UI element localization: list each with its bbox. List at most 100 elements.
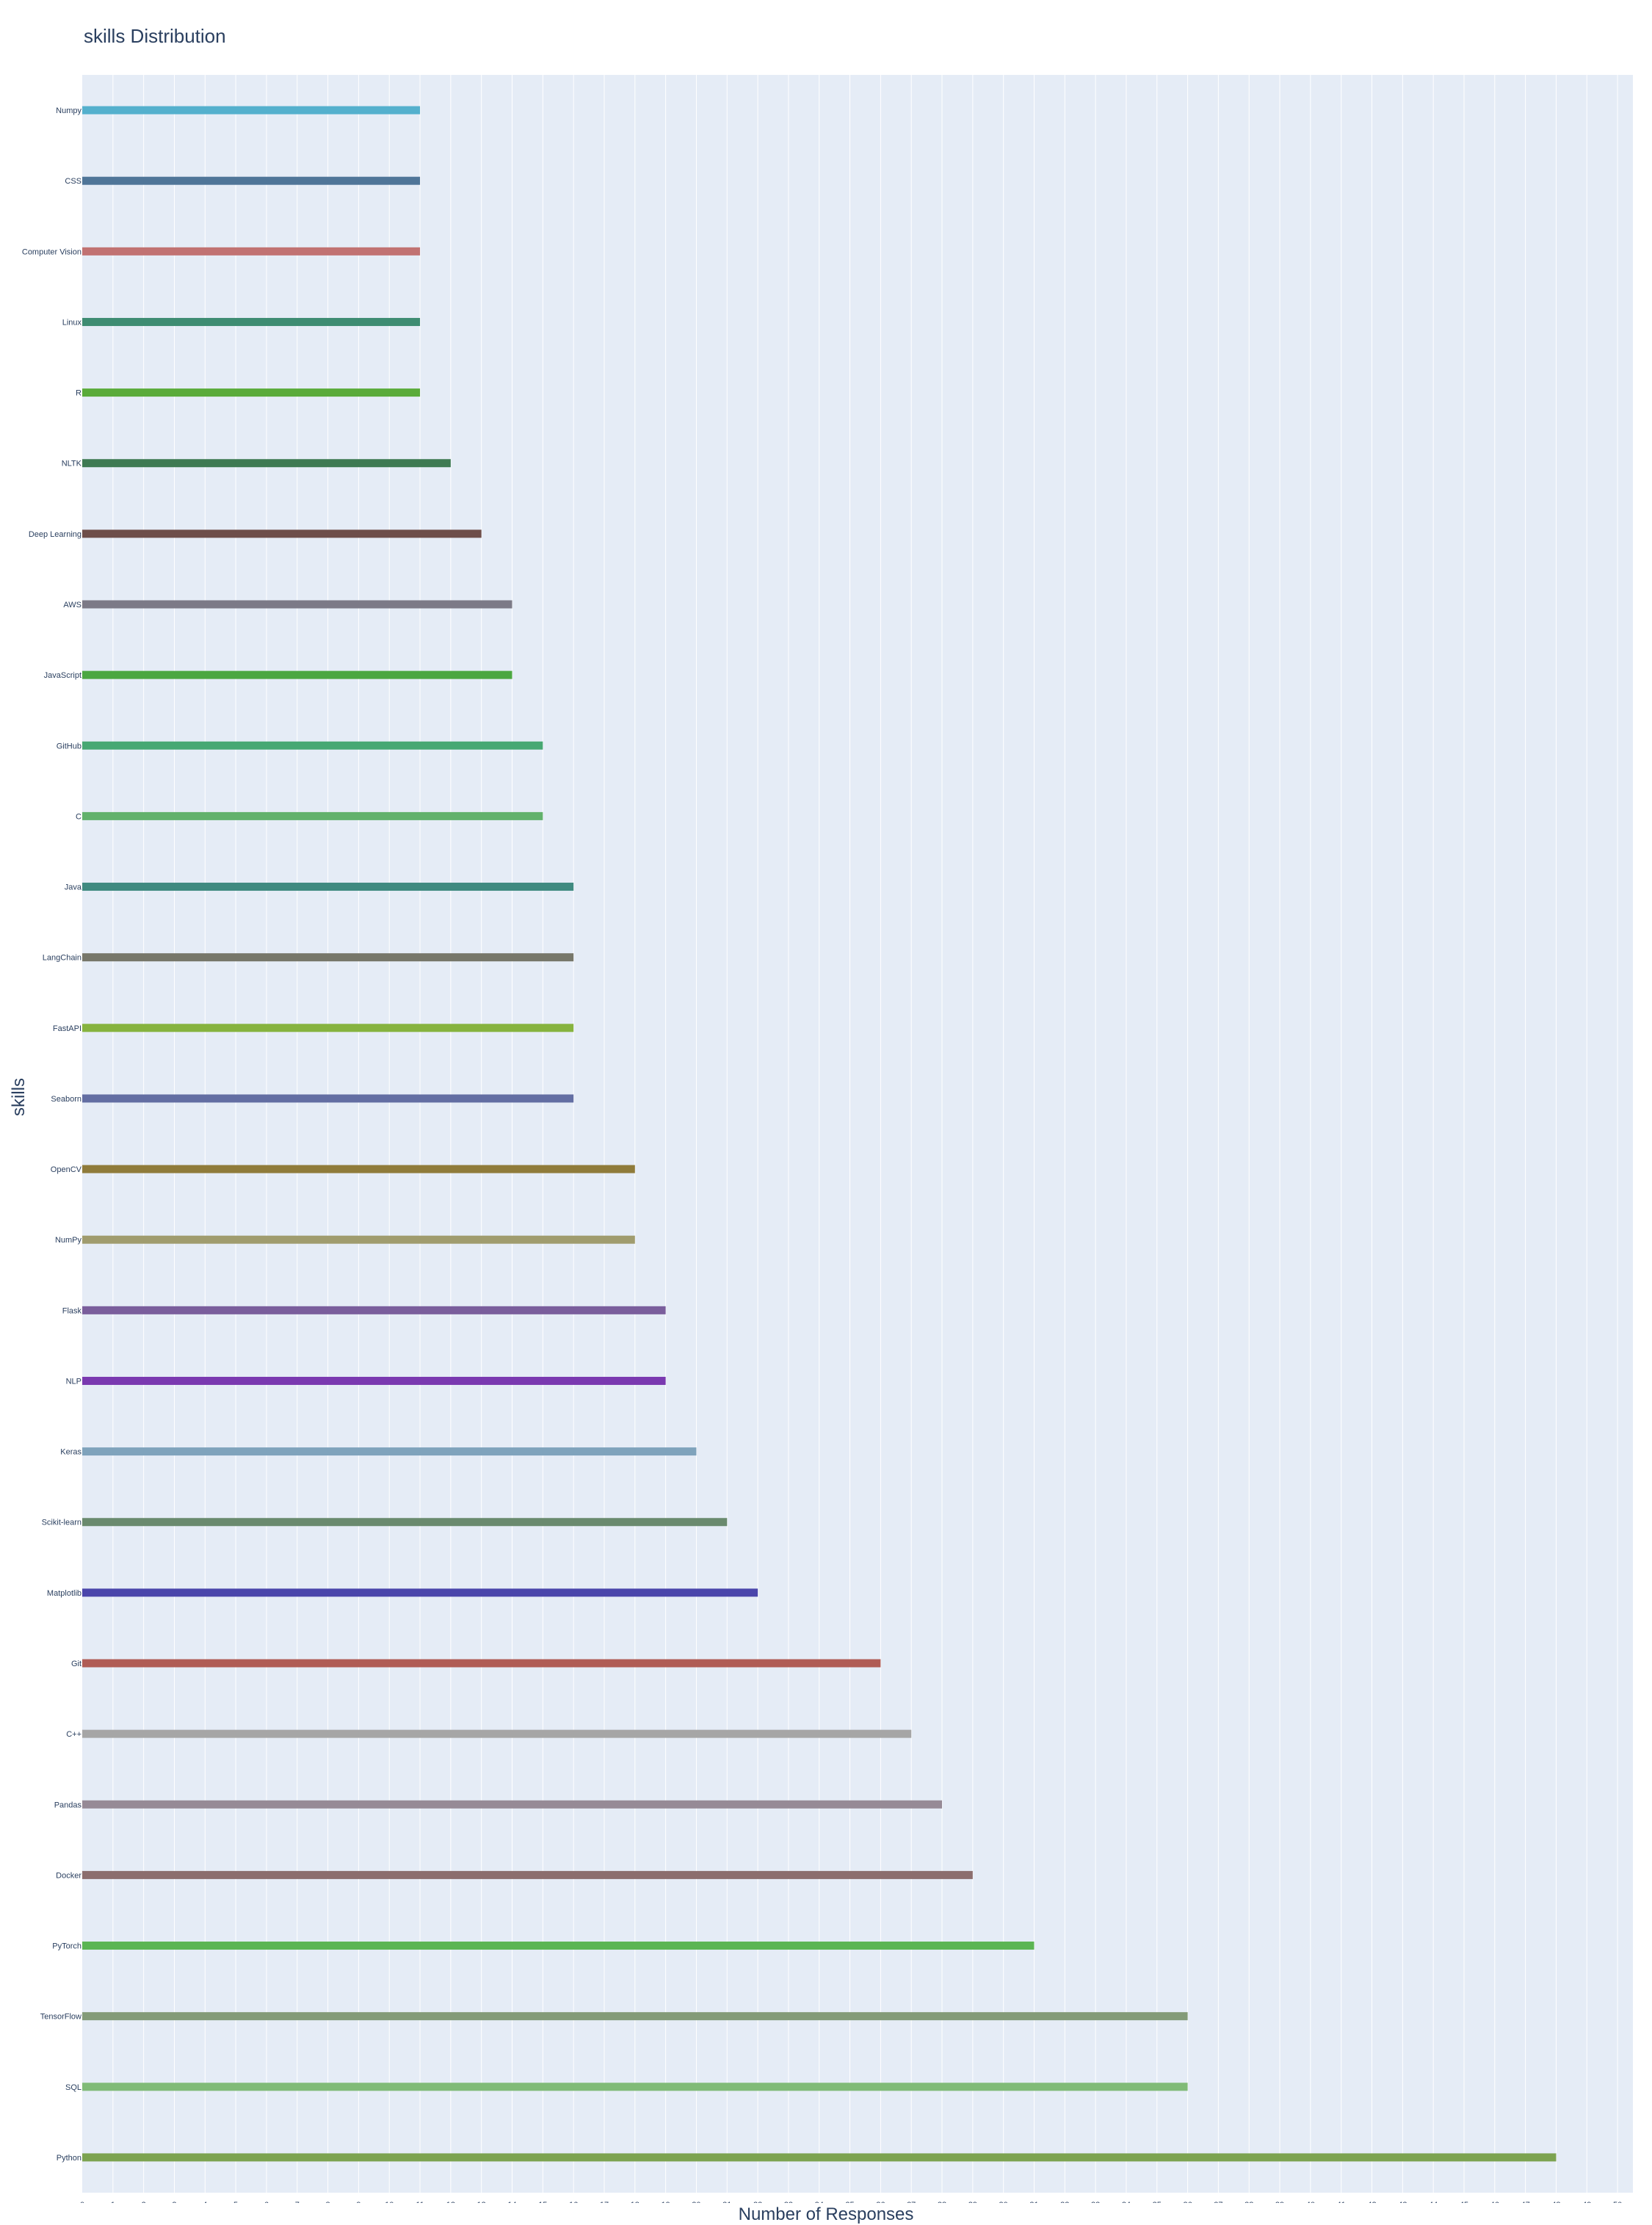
plot-background: [82, 75, 1633, 2193]
x-tick-label: 32: [1060, 2201, 1069, 2203]
y-tick-label: Deep Learning: [29, 530, 81, 539]
x-tick-label: 17: [600, 2201, 609, 2203]
bar[interactable]: [82, 106, 421, 115]
bar[interactable]: [82, 388, 421, 397]
y-axis-title: skills: [9, 1078, 29, 1116]
y-tick-label: NLTK: [62, 460, 82, 468]
bar[interactable]: [82, 2153, 1557, 2162]
bar[interactable]: [82, 529, 482, 538]
bar[interactable]: [82, 883, 574, 891]
bar[interactable]: [82, 2083, 1188, 2091]
grid-lines: [112, 75, 1618, 2193]
y-tick-label: Java: [65, 883, 82, 892]
bar[interactable]: [82, 459, 451, 468]
y-tick-label: Scikit-learn: [42, 1519, 81, 1527]
bar[interactable]: [82, 1518, 728, 1527]
y-tick-label: PyTorch: [52, 1942, 81, 1951]
x-tick-label: 50: [1613, 2201, 1622, 2203]
x-tick-label: 48: [1551, 2201, 1560, 2203]
y-tick-label: FastAPI: [53, 1024, 81, 1033]
x-tick-label: 14: [507, 2201, 516, 2203]
x-tick-label: 11: [416, 2201, 424, 2203]
x-tick-label: 39: [1275, 2201, 1284, 2203]
x-tick-label: 33: [1091, 2201, 1100, 2203]
y-tick-label: Docker: [56, 1871, 81, 1880]
bar[interactable]: [82, 953, 574, 962]
bar[interactable]: [82, 811, 543, 820]
y-tick-label: R: [76, 389, 81, 398]
x-tick-label: 34: [1122, 2201, 1131, 2203]
bar[interactable]: [82, 2012, 1188, 2021]
bar[interactable]: [82, 247, 421, 256]
x-tick-label: 7: [295, 2201, 300, 2203]
y-tick-label: Seaborn: [51, 1095, 81, 1104]
y-tick-labels: Numpy CSS Computer Vision Linux R NLTK Deep Le…: [22, 106, 82, 2163]
x-tick-label: 4: [203, 2201, 207, 2203]
bar[interactable]: [82, 1306, 666, 1314]
y-tick-label: Git: [71, 1660, 81, 1668]
y-tick-label: Keras: [60, 1448, 81, 1457]
x-tick-label: 45: [1460, 2201, 1468, 2203]
x-tick-label: 22: [753, 2201, 762, 2203]
bar[interactable]: [82, 1376, 666, 1385]
x-tick-label: 3: [172, 2201, 176, 2203]
y-tick-label: GitHub: [57, 742, 81, 750]
bar[interactable]: [82, 317, 421, 326]
x-tick-label: 5: [233, 2201, 238, 2203]
y-tick-label: Matplotlib: [47, 1589, 81, 1598]
x-tick-label: 36: [1183, 2201, 1192, 2203]
y-tick-label: TensorFlow: [40, 2013, 81, 2022]
bar[interactable]: [82, 1094, 574, 1103]
x-tick-label: 43: [1398, 2201, 1407, 2203]
x-tick-label: 47: [1521, 2201, 1529, 2203]
bar[interactable]: [82, 1800, 943, 1809]
x-tick-label: 29: [968, 2201, 977, 2203]
x-tick-label: 42: [1367, 2201, 1376, 2203]
y-tick-label: LangChain: [43, 954, 81, 963]
x-tick-label: 6: [264, 2201, 269, 2203]
x-tick-label: 35: [1153, 2201, 1162, 2203]
x-tick-label: 38: [1245, 2201, 1253, 2203]
y-tick-label: CSS: [65, 177, 81, 186]
y-tick-label: Pandas: [54, 1801, 82, 1809]
bar[interactable]: [82, 176, 421, 185]
bar[interactable]: [82, 1659, 881, 1668]
x-tick-label: 18: [631, 2201, 640, 2203]
bar[interactable]: [82, 741, 543, 750]
x-tick-label: 20: [692, 2201, 700, 2203]
bar[interactable]: [82, 1165, 635, 1173]
x-tick-label: 49: [1582, 2201, 1591, 2203]
y-tick-label: OpenCV: [51, 1165, 82, 1174]
bar[interactable]: [82, 1235, 635, 1244]
y-tick-label: Linux: [62, 318, 82, 327]
x-tick-label: 15: [538, 2201, 547, 2203]
x-tick-label: 28: [938, 2201, 946, 2203]
x-tick-label: 2: [142, 2201, 146, 2203]
bar[interactable]: [82, 1870, 973, 1879]
x-tick-label: 23: [784, 2201, 793, 2203]
x-tick-label: 0: [80, 2201, 84, 2203]
x-tick-label: 40: [1306, 2201, 1315, 2203]
x-tick-label: 30: [999, 2201, 1008, 2203]
bar[interactable]: [82, 1447, 697, 1456]
y-tick-label: AWS: [63, 601, 81, 609]
x-tick-label: 13: [477, 2201, 486, 2203]
x-tick-labels: 0123456789101112131415161718192021222324…: [80, 2201, 1622, 2203]
bar[interactable]: [82, 1942, 1035, 1950]
bar[interactable]: [82, 600, 512, 609]
x-tick-label: 31: [1029, 2201, 1038, 2203]
bar[interactable]: [82, 1588, 758, 1597]
x-tick-label: 27: [907, 2201, 916, 2203]
x-axis-title: Number of Responses: [738, 2204, 914, 2224]
y-tick-label: JavaScript: [44, 671, 81, 680]
x-tick-label: 26: [876, 2201, 885, 2203]
x-tick-label: 9: [356, 2201, 361, 2203]
x-tick-label: 24: [815, 2201, 824, 2203]
x-tick-label: 44: [1429, 2201, 1438, 2203]
bar[interactable]: [82, 1024, 574, 1032]
chart-title: skills Distribution: [84, 25, 226, 47]
bar[interactable]: [82, 670, 512, 679]
bar[interactable]: [82, 1729, 912, 1738]
x-tick-label: 1: [111, 2201, 115, 2203]
